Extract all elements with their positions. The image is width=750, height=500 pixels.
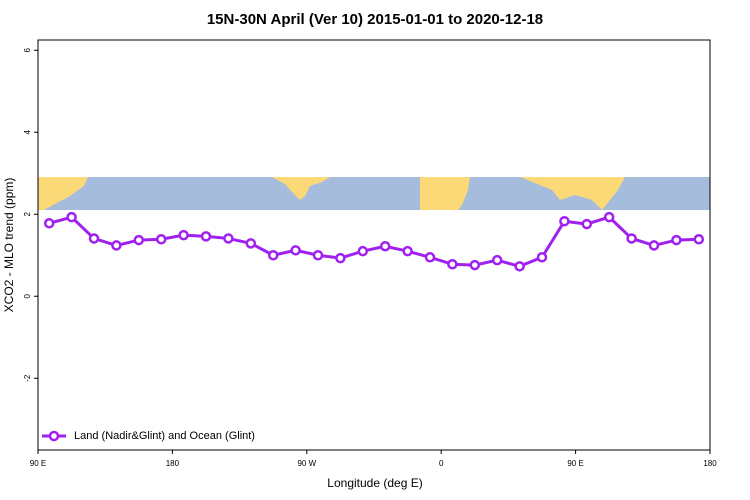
data-point bbox=[245, 238, 257, 249]
data-point bbox=[178, 229, 189, 241]
data-point bbox=[357, 245, 369, 257]
data-point bbox=[693, 234, 705, 245]
data-point bbox=[491, 254, 503, 266]
x-axis-label: Longitude (deg E) bbox=[327, 476, 422, 490]
data-point bbox=[447, 259, 458, 270]
map-strip bbox=[38, 177, 710, 210]
y-tick-label: -2 bbox=[23, 374, 32, 382]
x-tick-label: 0 bbox=[439, 459, 444, 468]
y-tick-label: 2 bbox=[23, 211, 32, 216]
y-tick-label: 0 bbox=[23, 293, 32, 298]
plot-frame bbox=[37, 39, 711, 451]
data-point bbox=[469, 259, 481, 271]
x-tick-label: 90 W bbox=[297, 459, 316, 468]
legend-label: Land (Nadir&Glint) and Ocean (Glint) bbox=[74, 430, 255, 442]
data-point bbox=[603, 211, 615, 223]
data-point bbox=[133, 234, 145, 246]
data-point bbox=[581, 218, 593, 230]
data-point bbox=[424, 252, 436, 263]
data-point bbox=[200, 231, 212, 242]
data-point bbox=[626, 233, 637, 244]
data-point bbox=[43, 218, 55, 229]
data-point bbox=[514, 261, 525, 272]
legend-marker bbox=[48, 430, 60, 442]
x-tick-label: 180 bbox=[703, 459, 717, 468]
x-tick-label: 180 bbox=[166, 459, 180, 468]
data-point bbox=[379, 240, 391, 252]
data-point bbox=[155, 234, 167, 245]
data-point bbox=[66, 211, 77, 223]
data-point bbox=[536, 252, 548, 263]
y-tick-label: 4 bbox=[23, 129, 32, 134]
data-point bbox=[335, 252, 346, 264]
series-line bbox=[48, 215, 699, 268]
y-axis-label: XCO2 - MLO trend (ppm) bbox=[2, 178, 16, 313]
data-point bbox=[648, 240, 660, 251]
data-point bbox=[290, 245, 301, 256]
data-point bbox=[111, 240, 122, 251]
data-point bbox=[312, 250, 324, 261]
x-tick-label: 90 E bbox=[30, 459, 46, 468]
chart-title: 15N-30N April (Ver 10) 2015-01-01 to 202… bbox=[207, 11, 543, 28]
data-point bbox=[402, 245, 413, 257]
data-point bbox=[559, 215, 570, 227]
y-tick-label: 6 bbox=[23, 47, 32, 52]
x-tick-label: 90 E bbox=[567, 459, 583, 468]
data-point bbox=[223, 233, 234, 244]
data-point bbox=[671, 234, 682, 246]
data-point bbox=[267, 250, 279, 261]
data-point bbox=[88, 233, 100, 244]
